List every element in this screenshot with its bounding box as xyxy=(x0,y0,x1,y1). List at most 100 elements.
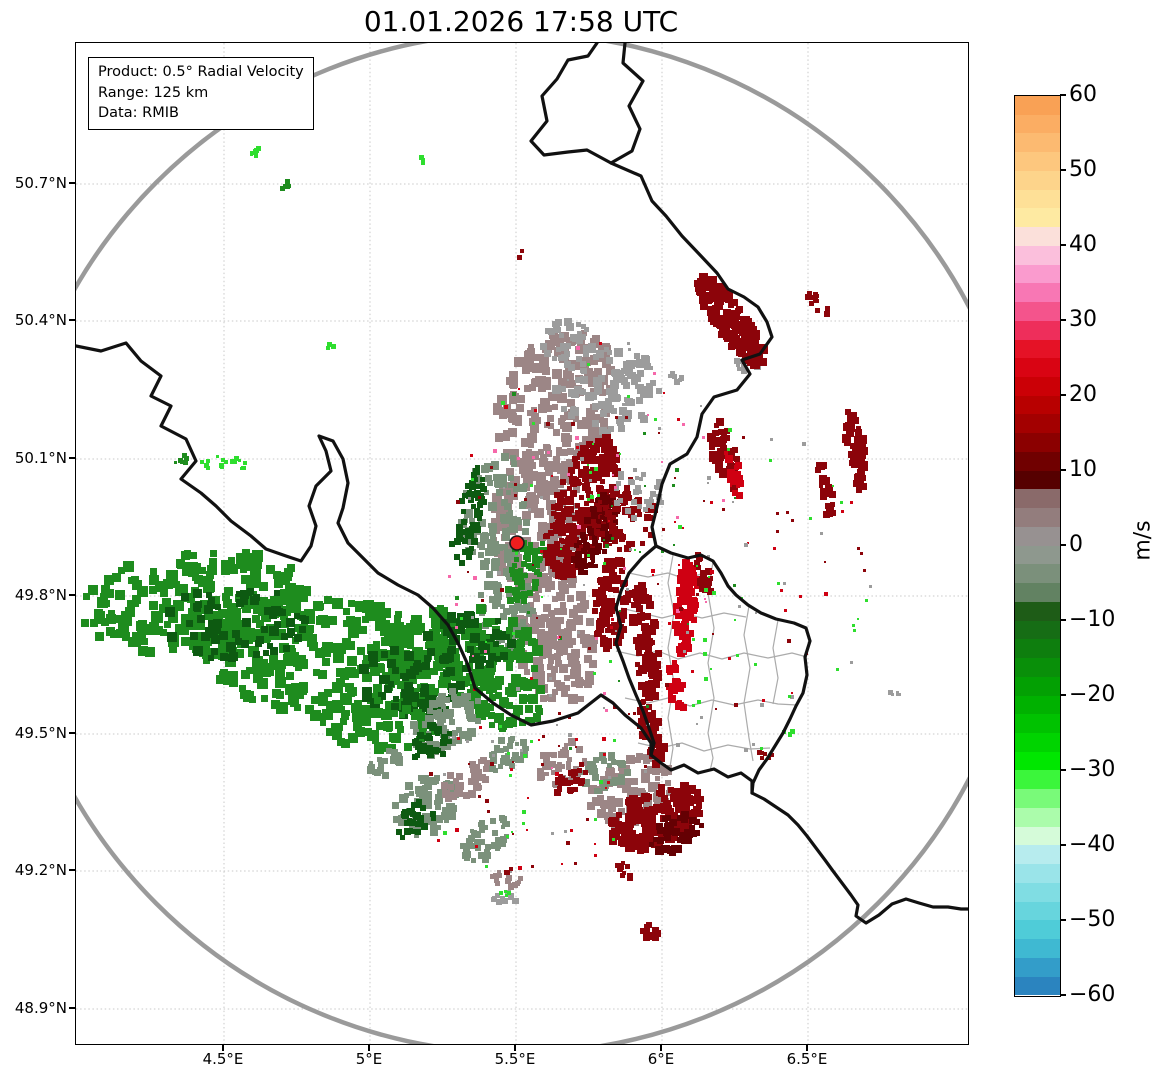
echo-pixel xyxy=(525,583,531,589)
echo-pixel xyxy=(627,342,630,345)
echo-pixel xyxy=(603,516,609,522)
echo-pixel xyxy=(414,660,421,667)
echo-pixel xyxy=(223,599,232,608)
echo-pixel xyxy=(290,594,299,603)
echo-pixel xyxy=(435,815,443,823)
echo-pixel xyxy=(680,782,689,791)
echo-pixel xyxy=(896,693,899,696)
echo-pixel xyxy=(208,655,214,661)
echo-pixel xyxy=(738,478,742,482)
echo-pixel xyxy=(583,770,588,775)
echo-pixel xyxy=(610,779,617,786)
echo-pixel xyxy=(350,617,361,628)
echo-pixel xyxy=(603,692,606,695)
echo-pixel xyxy=(494,842,501,849)
echo-pixel xyxy=(475,465,480,470)
echo-pixel xyxy=(374,744,384,754)
echo-pixel xyxy=(637,512,642,517)
echo-pixel xyxy=(291,652,299,660)
echo-pixel xyxy=(896,691,899,694)
echo-pixel xyxy=(479,544,485,550)
echo-pixel xyxy=(587,554,590,557)
echo-pixel xyxy=(344,710,350,716)
echo-pixel xyxy=(392,667,399,674)
echo-pixel xyxy=(518,568,523,573)
echo-pixel xyxy=(442,787,447,792)
echo-pixel xyxy=(581,548,587,554)
echo-pixel xyxy=(128,577,135,584)
echo-pixel xyxy=(601,784,608,791)
echo-pixel xyxy=(169,645,177,653)
echo-pixel xyxy=(176,559,185,568)
echo-pixel xyxy=(132,600,139,607)
echo-pixel xyxy=(427,708,433,714)
echo-pixel xyxy=(181,614,190,623)
echo-pixel xyxy=(415,821,421,827)
echo-pixel xyxy=(599,531,605,537)
echo-pixel xyxy=(199,641,206,648)
echo-pixel xyxy=(160,629,167,636)
echo-pixel xyxy=(149,586,157,594)
echo-pixel xyxy=(634,598,641,605)
echo-pixel xyxy=(138,646,148,656)
echo-pixel xyxy=(578,780,584,786)
echo-pixel xyxy=(598,500,602,504)
district-border xyxy=(772,619,779,705)
colorbar-tick-label: −30 xyxy=(1069,757,1116,782)
echo-pixel xyxy=(228,557,235,564)
echo-pixel xyxy=(269,626,279,636)
echo-pixel xyxy=(512,899,517,904)
echo-pixel xyxy=(608,520,610,522)
echo-pixel xyxy=(484,709,486,711)
echo-pixel xyxy=(299,626,306,633)
echo-pixel xyxy=(643,934,650,941)
echo-pixel xyxy=(259,659,268,668)
echo-pixel xyxy=(541,488,550,497)
echo-pixel xyxy=(167,632,177,642)
echo-pixel xyxy=(582,758,587,763)
echo-pixel xyxy=(588,768,593,773)
echo-pixel xyxy=(601,637,608,644)
echo-pixel xyxy=(672,374,677,379)
echo-pixel xyxy=(530,451,539,460)
echo-pixel xyxy=(355,727,365,737)
echo-pixel xyxy=(412,666,419,673)
echo-pixel xyxy=(628,511,635,518)
echo-pixel xyxy=(213,626,221,634)
echo-pixel xyxy=(478,592,484,598)
echo-pixel xyxy=(608,587,613,592)
echo-pixel xyxy=(487,810,490,813)
echo-pixel xyxy=(456,625,465,634)
echo-pixel xyxy=(160,589,168,597)
echo-pixel xyxy=(595,630,602,637)
echo-pixel xyxy=(656,841,663,848)
echo-pixel xyxy=(548,752,553,757)
echo-pixel xyxy=(447,772,454,779)
echo-pixel xyxy=(272,599,283,610)
echo-pixel xyxy=(520,739,527,746)
echo-pixel xyxy=(676,701,681,706)
echo-pixel xyxy=(447,739,452,744)
echo-pixel xyxy=(512,576,517,581)
echo-pixel xyxy=(182,568,190,576)
echo-pixel xyxy=(456,790,463,797)
echo-pixel xyxy=(644,770,647,773)
colorbar-band xyxy=(1015,245,1060,265)
echo-pixel xyxy=(555,570,564,579)
echo-pixel xyxy=(723,289,730,296)
echo-pixel xyxy=(242,633,253,644)
echo-pixel xyxy=(532,579,539,586)
echo-pixel xyxy=(219,671,229,681)
echo-pixel xyxy=(614,798,623,807)
echo-pixel xyxy=(594,529,600,535)
echo-pixel xyxy=(608,755,614,761)
echo-pixel xyxy=(744,748,748,752)
echo-pixel xyxy=(484,852,491,859)
colorbar-band xyxy=(1015,114,1060,134)
echo-pixel xyxy=(530,505,538,513)
echo-pixel xyxy=(196,621,205,630)
echo-pixel xyxy=(503,568,511,576)
echo-pixel xyxy=(588,343,593,348)
echo-pixel xyxy=(667,828,674,835)
echo-pixel xyxy=(512,752,519,759)
